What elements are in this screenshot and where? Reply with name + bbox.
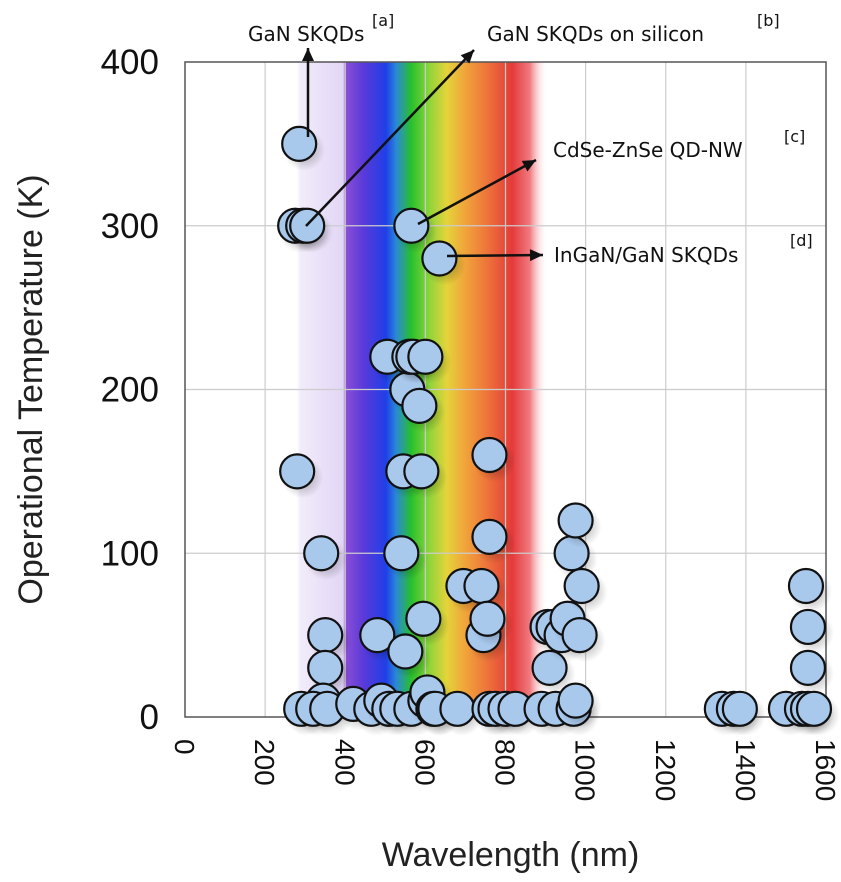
annotation-a: GaN SKQDs [a] [248, 11, 394, 137]
y-axis-title: Operational Temperature (K) [12, 174, 50, 604]
data-point-marker [561, 617, 598, 654]
data-point [795, 690, 840, 736]
data-point-marker [403, 453, 440, 490]
data-point-marker [463, 567, 500, 605]
data-point [471, 436, 516, 482]
y-axis-tick-labels: 0 100 200 300 400 [101, 43, 159, 737]
data-point-marker [469, 600, 506, 637]
data-point-marker [387, 633, 424, 670]
data-point-marker [393, 207, 430, 244]
data-point-marker [307, 649, 344, 686]
data-point-marker [307, 617, 344, 654]
data-point [789, 649, 834, 695]
x-tick-label: 1000 [570, 739, 601, 801]
data-point [403, 453, 448, 499]
y-tick-label: 300 [101, 207, 159, 246]
x-tick-label: 1400 [730, 739, 761, 801]
annotation-a-ref: [a] [372, 11, 394, 30]
data-point-marker [557, 502, 594, 539]
data-point-marker [401, 387, 438, 424]
arrowhead-icon [521, 160, 536, 172]
data-point-marker [421, 240, 458, 277]
data-point [281, 125, 326, 171]
data-point [407, 338, 452, 384]
x-tick-label: 400 [329, 739, 360, 786]
y-tick-label: 100 [101, 534, 159, 573]
data-point-marker [303, 535, 340, 572]
data-point-marker [359, 617, 396, 654]
annotation-b-arrow [305, 49, 475, 227]
annotation-b-text: GaN SKQDs on silicon [487, 22, 704, 46]
x-tick-label: 0 [169, 739, 200, 755]
x-tick-label: 1600 [810, 739, 841, 801]
x-tick-label: 1200 [650, 739, 681, 801]
arrowhead-icon [460, 50, 474, 64]
data-point [721, 690, 766, 736]
annotation-c-text: CdSe-ZnSe QD-NW [553, 138, 743, 162]
data-point-marker [795, 690, 833, 727]
data-point [557, 502, 602, 548]
data-point-marker [405, 600, 442, 637]
annotations: GaN SKQDs [a] GaN SKQDs on silicon [b] C… [248, 11, 813, 267]
annotation-d: InGaN/GaN SKQDs [d] [446, 231, 813, 267]
data-point [463, 567, 508, 613]
data-point [383, 535, 428, 581]
annotation-d-arrow [446, 253, 544, 258]
data-point [557, 682, 602, 728]
annotation-b: GaN SKQDs on silicon [b] [305, 11, 780, 227]
annotation-c-ref: [c] [784, 127, 805, 146]
data-point [787, 567, 832, 613]
data-point-marker [563, 567, 600, 605]
data-point-marker [557, 682, 594, 719]
y-tick-label: 0 [140, 698, 159, 737]
y-tick-label: 400 [101, 43, 159, 82]
arrowhead-icon [302, 48, 314, 61]
data-point [387, 633, 432, 679]
x-tick-label: 600 [409, 739, 440, 786]
annotation-b-ref: [b] [757, 11, 780, 30]
data-point [563, 567, 608, 613]
data-point-marker [281, 125, 318, 162]
annotation-c-arrow [417, 158, 537, 226]
data-point-marker [787, 567, 825, 605]
data-point-marker [279, 453, 316, 490]
data-point-marker [789, 649, 827, 686]
data-point-marker [407, 338, 444, 375]
data-point [421, 240, 466, 286]
annotation-a-text: GaN SKQDs [248, 22, 364, 46]
annotation-d-ref: [d] [790, 231, 813, 250]
annotation-d-text: InGaN/GaN SKQDs [554, 243, 738, 267]
x-tick-label: 200 [249, 739, 280, 786]
y-tick-label: 200 [101, 371, 159, 410]
data-point [561, 617, 606, 663]
data-point-marker [439, 690, 476, 727]
data-point-marker [383, 535, 420, 572]
data-point-marker [721, 690, 758, 727]
data-point [279, 453, 324, 499]
data-point [401, 387, 446, 433]
x-axis-title: Wavelength (nm) [382, 836, 640, 874]
data-point [393, 207, 438, 253]
data-point [471, 518, 516, 564]
data-point-marker [471, 436, 508, 474]
arrowhead-icon [529, 249, 543, 262]
data-point-marker [789, 608, 827, 646]
data-point [469, 600, 514, 646]
x-tick-label: 800 [490, 739, 521, 786]
annotation-c: CdSe-ZnSe QD-NW [c] [417, 127, 805, 226]
data-point [303, 535, 348, 581]
x-axis-tick-labels: 0 200 400 600 800 1000 1200 1400 1600 [169, 739, 841, 801]
data-point [531, 649, 576, 695]
data-point [405, 600, 450, 646]
data-point [789, 608, 834, 654]
data-point-marker [471, 518, 508, 555]
